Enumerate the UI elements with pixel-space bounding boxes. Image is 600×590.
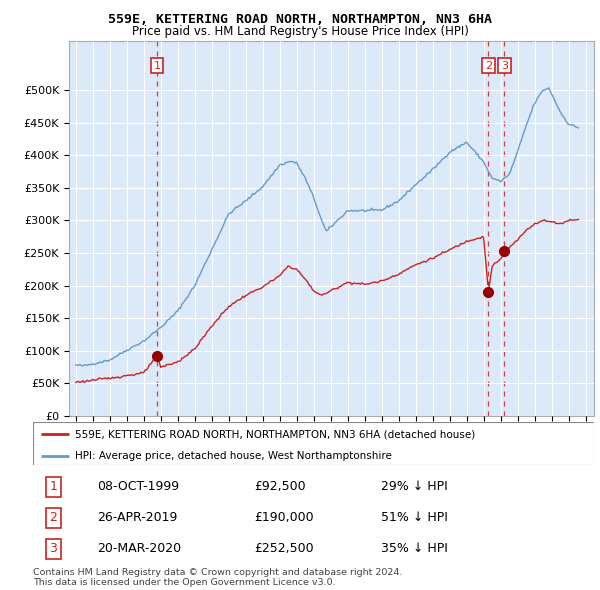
FancyBboxPatch shape: [33, 422, 594, 465]
Text: 2: 2: [49, 511, 57, 525]
Text: 3: 3: [501, 61, 508, 71]
Text: HPI: Average price, detached house, West Northamptonshire: HPI: Average price, detached house, West…: [75, 451, 392, 461]
Text: 1: 1: [49, 480, 57, 493]
Text: £190,000: £190,000: [254, 511, 314, 525]
Text: 559E, KETTERING ROAD NORTH, NORTHAMPTON, NN3 6HA (detached house): 559E, KETTERING ROAD NORTH, NORTHAMPTON,…: [75, 430, 475, 440]
Text: 35% ↓ HPI: 35% ↓ HPI: [381, 542, 448, 555]
Text: 26-APR-2019: 26-APR-2019: [98, 511, 178, 525]
Text: 08-OCT-1999: 08-OCT-1999: [98, 480, 179, 493]
Text: £92,500: £92,500: [254, 480, 306, 493]
Text: 559E, KETTERING ROAD NORTH, NORTHAMPTON, NN3 6HA: 559E, KETTERING ROAD NORTH, NORTHAMPTON,…: [108, 13, 492, 26]
Text: 20-MAR-2020: 20-MAR-2020: [98, 542, 182, 555]
Text: £252,500: £252,500: [254, 542, 314, 555]
Text: 2: 2: [485, 61, 492, 71]
Text: Price paid vs. HM Land Registry's House Price Index (HPI): Price paid vs. HM Land Registry's House …: [131, 25, 469, 38]
Text: 3: 3: [49, 542, 57, 555]
Text: 29% ↓ HPI: 29% ↓ HPI: [381, 480, 448, 493]
Text: Contains HM Land Registry data © Crown copyright and database right 2024.: Contains HM Land Registry data © Crown c…: [33, 568, 403, 577]
Text: This data is licensed under the Open Government Licence v3.0.: This data is licensed under the Open Gov…: [33, 578, 335, 587]
Text: 1: 1: [154, 61, 160, 71]
Text: 51% ↓ HPI: 51% ↓ HPI: [381, 511, 448, 525]
